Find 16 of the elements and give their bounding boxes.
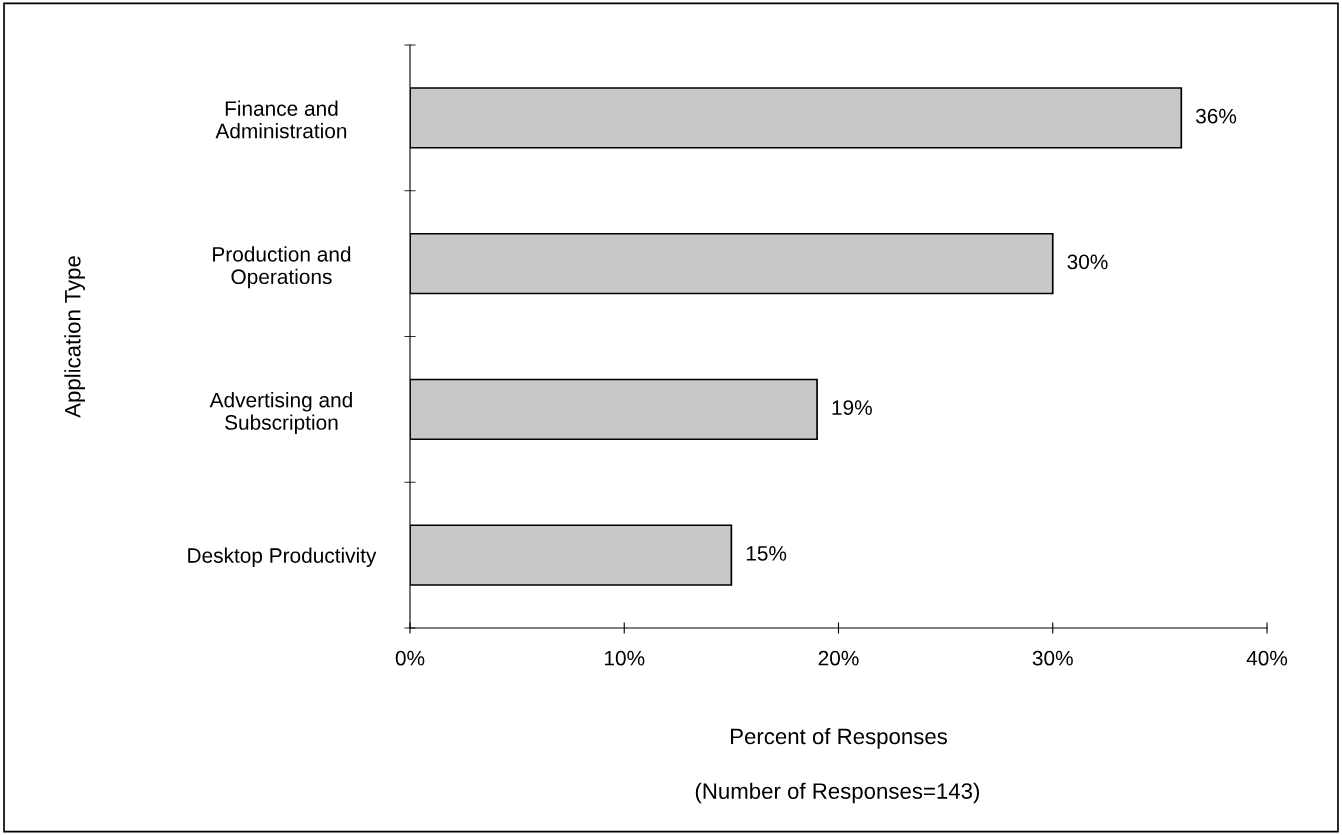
x-tick-label: 0% — [395, 650, 425, 666]
x-tick-label: 30% — [1032, 650, 1073, 666]
y-tick-label: Advertising and Subscription — [209, 392, 352, 434]
x-axis-title: Percent of Responses — [731, 728, 948, 749]
x-tick-label: 10% — [604, 650, 645, 666]
y-tick-label: Production and Operations — [213, 246, 351, 289]
x-tick-label: 20% — [818, 650, 859, 666]
x-tick-label: 40% — [1246, 650, 1288, 666]
y-tick-label: Finance and Administration — [215, 100, 347, 139]
y-tick-label: Desktop Productivity — [188, 547, 377, 567]
text: (Number of Responses=143) — [695, 782, 980, 804]
data-label: 30% — [1067, 254, 1108, 270]
y-axis-title: Application Type — [64, 256, 85, 418]
data-label: 19% — [832, 400, 872, 415]
data-label: 15% — [746, 546, 787, 561]
data-label: 36% — [1195, 108, 1237, 124]
